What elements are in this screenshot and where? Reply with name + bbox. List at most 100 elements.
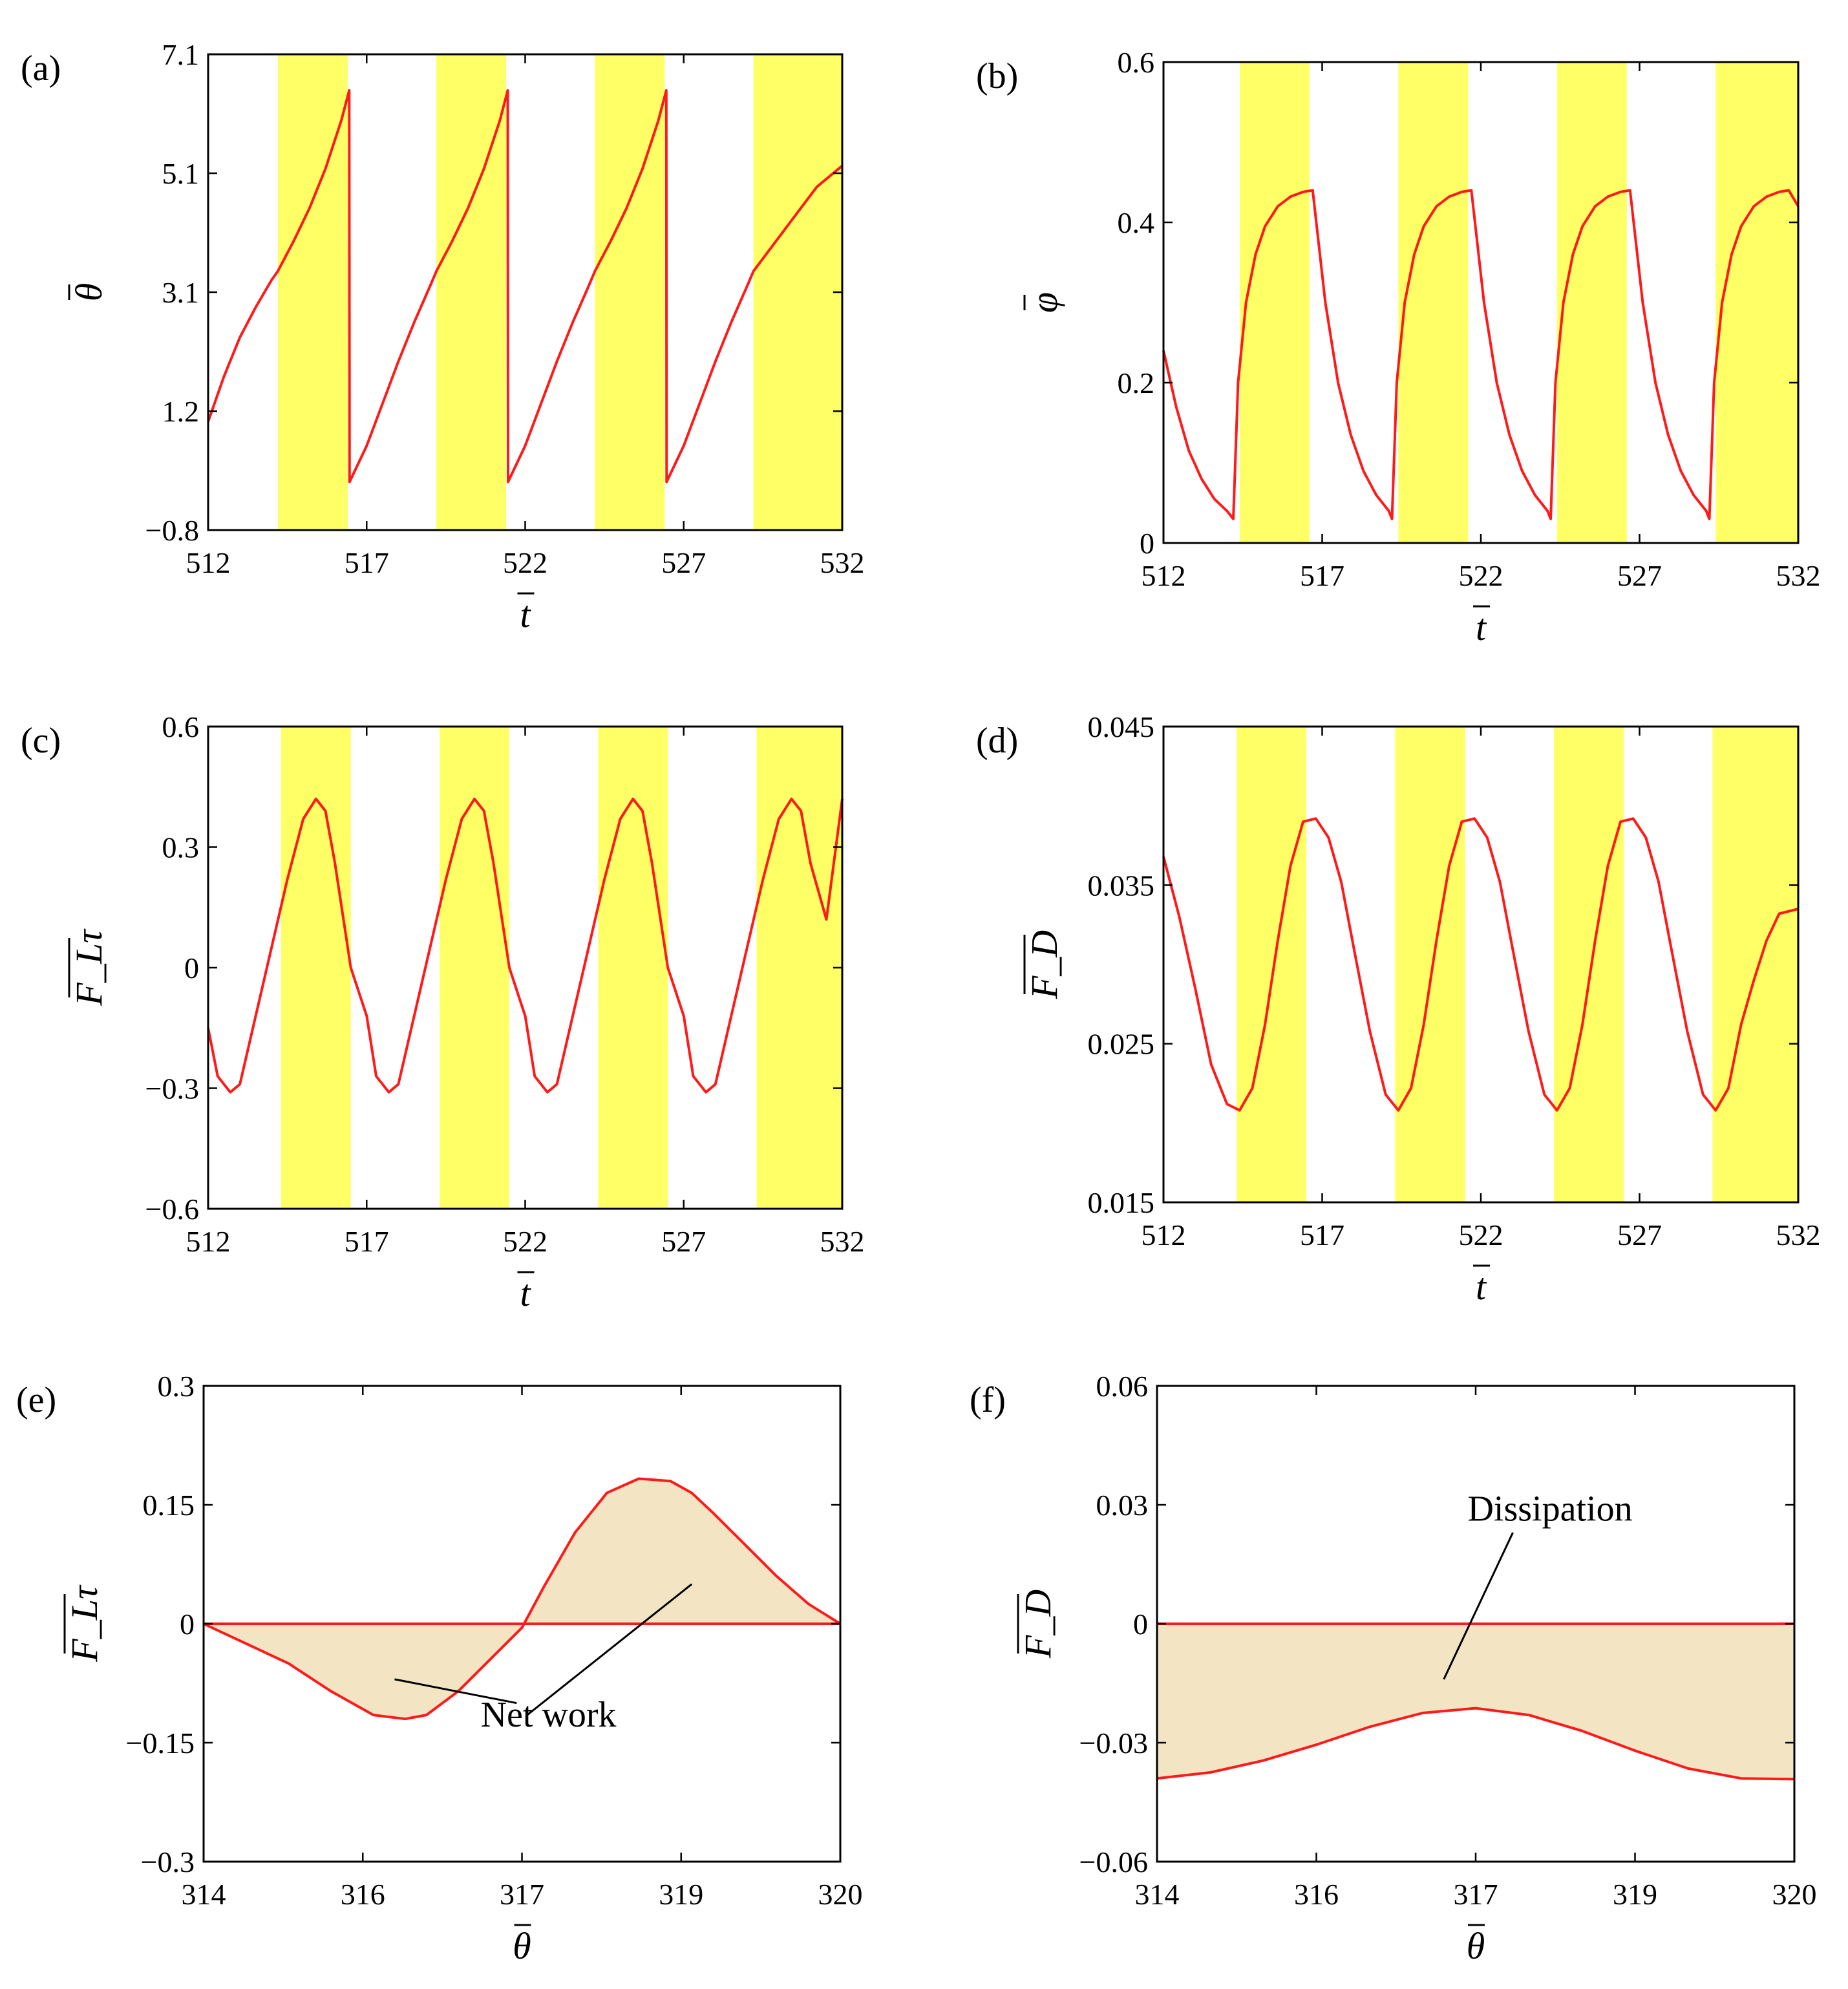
x-tick-label: 527 <box>661 1225 706 1258</box>
shaded-band <box>1556 62 1627 543</box>
shaded-band <box>1239 62 1310 543</box>
y-tick-label: 0 <box>180 1608 195 1641</box>
y-axis-label-group: φ <box>1023 292 1065 313</box>
y-tick-label: −0.15 <box>126 1727 195 1760</box>
panel-label: (f) <box>970 1380 1006 1420</box>
y-tick-label: −0.8 <box>145 514 199 547</box>
y-tick-label: −0.06 <box>1079 1845 1148 1878</box>
annotation-leader <box>394 1678 517 1705</box>
y-tick-label: 0 <box>1133 1608 1148 1641</box>
y-tick-label: 0 <box>1140 527 1154 560</box>
x-axis-label: t <box>520 1272 531 1314</box>
x-tick-label: 512 <box>1142 1218 1186 1251</box>
annotation-leader <box>1443 1532 1514 1680</box>
x-tick-label: 522 <box>503 546 547 579</box>
y-tick-label: −0.6 <box>145 1193 199 1226</box>
x-axis-label: θ <box>1467 1925 1485 1967</box>
y-tick-label: −0.3 <box>145 1072 199 1105</box>
x-axis-label: θ <box>513 1925 531 1967</box>
panel-d: 512 517 522 527 532 0.015 0.025 0.035 0.045 (d) t F… <box>976 710 1821 1308</box>
x-tick-label: 512 <box>186 1225 231 1258</box>
panel-label: (e) <box>16 1380 56 1420</box>
y-tick-label: 0.15 <box>143 1489 195 1522</box>
shaded-band <box>1712 727 1798 1202</box>
x-tick-label: 517 <box>1300 1218 1344 1251</box>
series-line <box>207 89 844 484</box>
y-tick-label: −0.03 <box>1079 1727 1148 1760</box>
annotation-leader <box>526 1583 693 1716</box>
shaded-band <box>1395 727 1465 1202</box>
series-line <box>1162 189 1800 520</box>
x-tick-label: 527 <box>1617 1218 1662 1251</box>
y-tick-label: 0.3 <box>162 831 200 864</box>
shaded-band <box>440 727 509 1209</box>
x-tick-label: 319 <box>1613 1878 1657 1911</box>
shaded-band <box>277 54 348 530</box>
x-tick-label: 532 <box>1776 559 1821 592</box>
x-axis-label: t <box>520 593 531 635</box>
panel-label: (c) <box>21 721 61 761</box>
y-tick-label: 0.045 <box>1088 710 1155 743</box>
x-tick-label: 317 <box>500 1878 544 1911</box>
panel-a: 512 517 522 527 532 −0.8 1.2 3.1 5.1 7.1 (a) t θ <box>21 38 865 635</box>
y-tick-label: 0.015 <box>1088 1186 1155 1219</box>
y-tick-label: −0.3 <box>141 1845 195 1878</box>
y-axis-label-group: F_D <box>1017 1590 1059 1659</box>
panel-e: 314 316 317 319 320 −0.3 −0.15 0 0.15 0.3 (e) θ F_Lτ… <box>16 1370 863 1967</box>
y-tick-label: 0.6 <box>162 710 200 743</box>
series-line <box>207 797 844 1094</box>
shaded-band <box>1715 62 1798 543</box>
y-tick-label: 5.1 <box>162 157 200 190</box>
y-tick-label: 0.025 <box>1088 1028 1155 1061</box>
x-tick-label: 319 <box>659 1878 703 1911</box>
x-tick-label: 532 <box>820 1225 865 1258</box>
x-tick-label: 517 <box>1300 559 1344 592</box>
y-tick-label: 0.06 <box>1096 1370 1149 1403</box>
shaded-band <box>1236 727 1306 1202</box>
y-tick-label: 0.035 <box>1088 869 1155 902</box>
y-tick-label: 7.1 <box>162 38 200 71</box>
y-axis-label: F_D <box>1017 1590 1059 1659</box>
y-tick-label: 0.03 <box>1096 1489 1149 1522</box>
x-tick-label: 522 <box>1459 1218 1503 1251</box>
x-tick-label: 314 <box>1135 1878 1180 1911</box>
panel-label: (b) <box>976 56 1018 96</box>
y-tick-label: 0.3 <box>158 1370 195 1403</box>
panel-label: (a) <box>21 48 61 89</box>
shaded-band <box>1553 727 1624 1202</box>
y-axis-label-group: F_D <box>1023 930 1065 999</box>
shaded-band <box>595 54 665 530</box>
x-tick-label: 527 <box>661 546 706 579</box>
x-axis-label: t <box>1476 606 1487 648</box>
shaded-band <box>598 727 668 1209</box>
x-tick-label: 320 <box>818 1878 863 1911</box>
x-tick-label: 522 <box>503 1225 547 1258</box>
x-tick-label: 532 <box>1776 1218 1821 1251</box>
x-tick-label: 517 <box>345 1225 389 1258</box>
y-axis-label-group: F_Lτ <box>68 928 110 1006</box>
y-tick-label: 0 <box>184 952 199 984</box>
shaded-band <box>753 54 842 530</box>
x-axis-label: t <box>1476 1266 1487 1308</box>
series-line <box>1156 1707 1795 1781</box>
series-line <box>203 1477 842 1721</box>
shaded-band <box>281 727 351 1209</box>
series-line <box>1162 817 1799 1112</box>
y-tick-label: 0.2 <box>1118 367 1155 399</box>
area-fill <box>204 1478 840 1719</box>
annotation-dissipation: Dissipation <box>1467 1489 1632 1529</box>
panel-f: 314 316 317 319 320 −0.06 −0.03 0 0.03 0.06 (f) θ F_… <box>970 1370 1817 1967</box>
y-tick-label: 0.4 <box>1118 206 1155 239</box>
x-tick-label: 314 <box>182 1878 226 1911</box>
panel-b: 512 517 522 527 532 0 0.2 0.4 0.6 (b) t φ <box>976 46 1821 648</box>
y-axis-label: F_Lτ <box>68 928 110 1006</box>
shaded-band <box>1398 62 1469 543</box>
y-axis-label-group: θ <box>68 283 110 302</box>
x-tick-label: 527 <box>1617 559 1662 592</box>
x-tick-label: 320 <box>1772 1878 1817 1911</box>
shaded-band <box>756 727 842 1209</box>
x-tick-label: 317 <box>1454 1878 1498 1911</box>
area-fill <box>1157 1624 1794 1780</box>
x-tick-label: 512 <box>186 546 231 579</box>
